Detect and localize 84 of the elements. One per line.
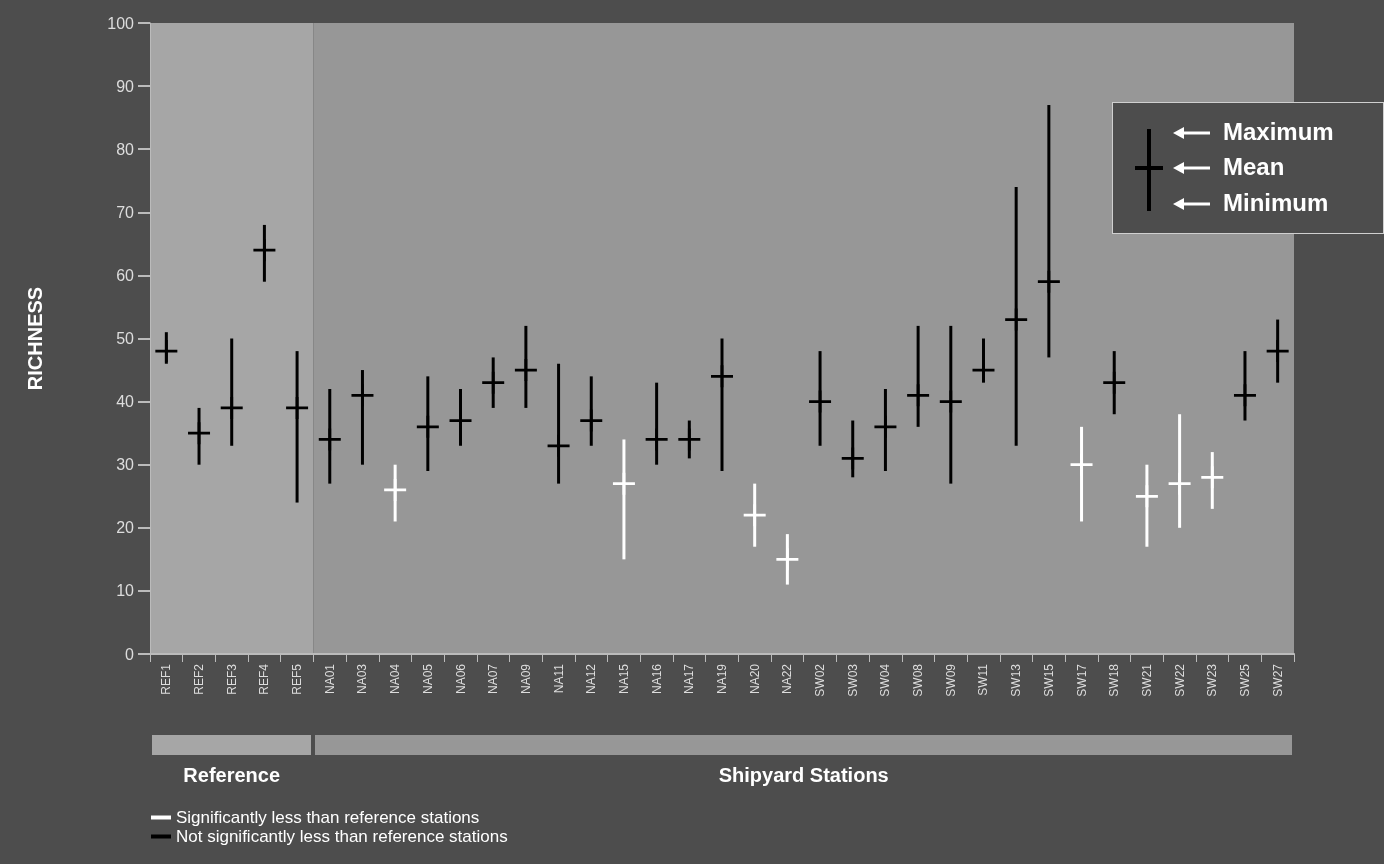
point	[1266, 340, 1289, 363]
y-tick-label: 90	[116, 77, 135, 95]
x-tick-label: NA16	[649, 663, 664, 695]
x-tick-label: SW27	[1270, 663, 1285, 697]
y-tick-label: 100	[107, 14, 135, 32]
y-tick-label: 40	[116, 393, 135, 411]
x-tick-label: REF1	[159, 663, 174, 695]
y-tick-label: 50	[116, 330, 135, 347]
y-tick-label: 70	[116, 203, 135, 221]
point	[1233, 384, 1256, 407]
point	[809, 390, 832, 413]
point	[155, 340, 178, 363]
x-tick-label: NA22	[780, 663, 795, 695]
x-tick-label: REF4	[257, 663, 272, 695]
annotation: Minimum	[1223, 189, 1329, 216]
x-tick-label: REF3	[224, 663, 239, 695]
point	[678, 428, 701, 451]
point	[1135, 485, 1158, 508]
x-tick-label: SW17	[1074, 663, 1089, 697]
x-tick-label: NA15	[616, 663, 631, 695]
x-tick-label: SW11	[976, 663, 991, 696]
point	[318, 428, 341, 451]
x-tick-label: NA05	[420, 663, 435, 695]
x-tick-label: SW23	[1205, 663, 1220, 697]
point	[547, 434, 570, 457]
x-tick-label: NA11	[551, 663, 566, 694]
x-tick-label: SW13	[1009, 663, 1024, 697]
point	[711, 365, 733, 388]
x-tick-label: NA12	[584, 663, 599, 695]
x-tick-label: SW21	[1139, 663, 1154, 697]
point	[188, 422, 211, 445]
legend-label: Not significantly less than reference stations	[176, 827, 508, 846]
y-tick-label: 30	[116, 456, 135, 474]
x-tick-label: REF2	[192, 663, 207, 695]
x-tick-label: REF5	[290, 663, 305, 695]
x-tick-label: SW02	[813, 663, 828, 697]
y-tick-label: 80	[116, 140, 135, 158]
x-tick-label: NA07	[486, 663, 501, 695]
point	[384, 478, 407, 501]
point	[743, 504, 766, 527]
y-tick-label: 0	[125, 645, 135, 663]
text: Reference	[183, 764, 281, 786]
x-tick-label: SW15	[1041, 663, 1056, 697]
y-tick-label: 60	[116, 266, 135, 284]
point	[907, 384, 930, 407]
point	[580, 409, 603, 432]
point	[645, 428, 668, 451]
y-tick-label: 10	[116, 582, 135, 600]
point	[1103, 371, 1126, 394]
x-tick-label: NA01	[322, 663, 337, 695]
point	[482, 371, 505, 394]
x-tick-label: SW08	[911, 663, 926, 697]
point	[874, 415, 897, 438]
annotation: Mean	[1223, 153, 1285, 180]
point	[776, 548, 799, 571]
point	[253, 239, 276, 262]
x-tick-label: NA09	[518, 663, 533, 695]
x-tick-label: NA06	[453, 663, 468, 695]
x-tick-label: SW09	[943, 663, 958, 697]
y-axis-title: RICHNESS	[24, 286, 46, 391]
point	[1201, 466, 1224, 489]
point	[612, 472, 635, 495]
point	[841, 447, 864, 470]
x-tick-label: NA19	[715, 663, 729, 695]
annotation: Maximum	[1223, 118, 1334, 145]
point	[416, 415, 439, 438]
x-tick-label: SW22	[1172, 663, 1187, 697]
x-tick-label: SW18	[1107, 663, 1122, 697]
point	[1005, 308, 1028, 331]
x-tick-label: NA03	[355, 663, 370, 695]
x-tick-label: NA04	[388, 663, 403, 695]
legend-label: Significantly less than reference stations	[176, 808, 480, 827]
point	[1168, 472, 1191, 495]
x-tick-label: SW03	[845, 663, 860, 697]
y-tick-label: 20	[116, 519, 135, 537]
x-tick-label: SW25	[1237, 663, 1252, 697]
x-tick-label: SW04	[878, 663, 893, 697]
point	[1037, 270, 1060, 293]
text: Shipyard Stations	[718, 764, 889, 786]
point	[939, 390, 962, 413]
point	[351, 384, 374, 407]
x-tick-label: NA20	[747, 663, 762, 695]
x-tick-label: NA17	[682, 663, 697, 695]
point	[220, 396, 243, 419]
